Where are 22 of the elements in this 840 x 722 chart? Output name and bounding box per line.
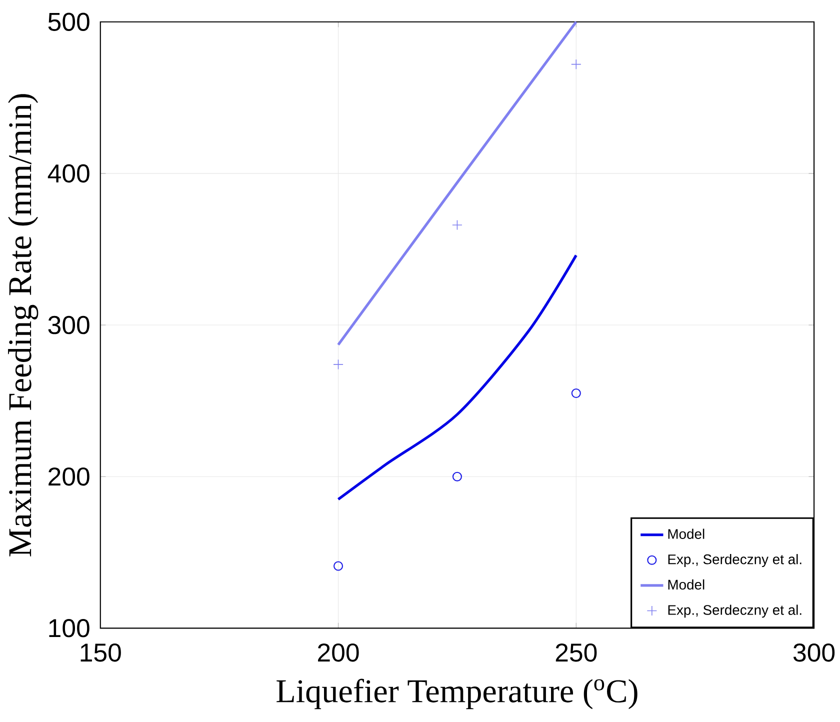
point — [571, 388, 581, 398]
y-tick-label: 500 — [48, 12, 90, 32]
legend-label: Model — [668, 528, 704, 540]
point — [452, 472, 462, 482]
y-tick-label: 300 — [48, 316, 90, 334]
legend-label: Exp., Serdeczny et al. — [668, 604, 802, 618]
x-tick-label: 300 — [793, 644, 835, 662]
x-tick-label: 150 — [80, 644, 121, 662]
point — [452, 220, 462, 230]
point — [333, 359, 344, 370]
legend-label: Model — [668, 580, 704, 590]
x-tick-label: 200 — [318, 644, 359, 662]
line-series — [336, 254, 578, 501]
legend-label: Exp., Serdeczny et al. — [668, 554, 802, 568]
y-tick-label: 100 — [49, 619, 90, 638]
x-axis-title: Liquefier Temperature ($^{o}$C) — [276, 679, 638, 710]
y-tick-label: 400 — [48, 164, 90, 183]
point — [570, 59, 582, 70]
y-tick-label: 200 — [48, 468, 90, 486]
y-axis-title: Maximum Feeding Rate (mm/min) — [8, 94, 38, 557]
x-tick-label: 250 — [556, 644, 597, 662]
point — [334, 561, 344, 571]
